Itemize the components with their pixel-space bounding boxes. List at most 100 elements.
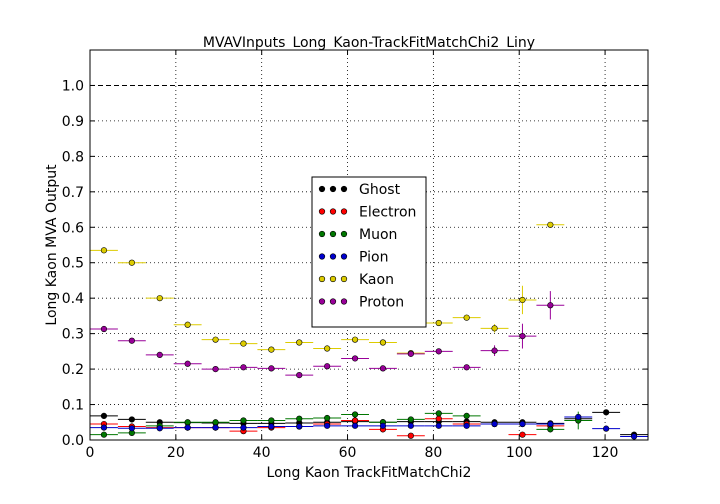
legend-label: Muon: [359, 227, 397, 243]
legend-label: Pion: [359, 250, 388, 266]
pion-point: [128, 425, 135, 432]
legend-label: Kaon: [359, 272, 394, 288]
pion-point: [156, 425, 163, 432]
legend-label: Ghost: [359, 182, 401, 198]
pion-point: [212, 424, 219, 431]
legend-marker: [340, 298, 348, 305]
proton-point: [128, 337, 135, 344]
y-tick-label: 0.1: [62, 398, 84, 414]
proton-point: [351, 355, 359, 362]
legend-marker: [318, 253, 326, 260]
muon-point: [324, 414, 331, 422]
proton-point: [463, 364, 470, 371]
plot-frame: [89, 49, 649, 441]
y-tick-label: 0.4: [62, 291, 84, 307]
proton-point: [547, 302, 554, 309]
kaon-point: [240, 340, 247, 347]
kaon-point: [128, 259, 135, 266]
y-tick-label: 0.3: [62, 327, 84, 343]
pion-point: [547, 420, 554, 428]
muon-point: [407, 416, 414, 423]
x-tick-label: 120: [592, 445, 619, 461]
kaon-point: [156, 295, 163, 302]
pion-point: [407, 422, 414, 429]
pion-point: [519, 420, 526, 428]
proton-point: [100, 325, 108, 333]
muon-point: [100, 431, 108, 438]
proton-point: [156, 351, 163, 359]
proton-point: [212, 365, 219, 373]
muon-point: [184, 419, 191, 426]
y-tick-label: 0.7: [62, 185, 84, 201]
legend-marker: [329, 208, 337, 215]
electron-point: [351, 417, 359, 424]
proton-point: [296, 372, 303, 379]
legend-marker: [318, 275, 326, 283]
pion-point: [100, 424, 108, 431]
muon-point: [240, 417, 247, 424]
legend: Ghost Electron Muon Pion Kaon Proton: [311, 176, 427, 328]
x-tick-label: 0: [86, 445, 95, 461]
pion-point: [351, 422, 359, 429]
legend-marker: [318, 230, 326, 238]
proton-point: [407, 350, 414, 357]
proton-point: [379, 365, 387, 372]
legend-marker: [318, 208, 326, 215]
y-tick-label: 0.6: [62, 220, 84, 236]
muon-point: [435, 410, 442, 417]
muon-point: [212, 419, 219, 426]
x-axis-title: Long Kaon TrackFitMatchChi2: [267, 465, 472, 481]
y-tick-label: 1.0: [62, 78, 84, 94]
y-tick-label: 0.8: [62, 149, 84, 165]
electron-point: [435, 415, 442, 422]
kaon-point: [519, 296, 526, 304]
chart-title: MVAVInputs_Long_Kaon-TrackFitMatchChi2_L…: [203, 35, 535, 51]
electron-point: [407, 432, 414, 439]
x-tick-label: 60: [339, 445, 357, 461]
legend-marker: [329, 275, 337, 283]
kaon-point: [268, 346, 275, 353]
kaon-point: [435, 319, 442, 327]
kaon-point: [324, 345, 331, 352]
kaon-point: [351, 336, 359, 343]
legend-marker: [329, 230, 337, 238]
muon-point: [463, 412, 470, 419]
y-tick-label: 0.0: [62, 433, 84, 449]
pion-point: [435, 422, 442, 429]
y-tick-label: 0.2: [62, 362, 84, 378]
legend-marker: [340, 253, 348, 260]
x-tick-label: 80: [424, 445, 442, 461]
pion-point: [324, 422, 331, 429]
kaon-point: [212, 336, 219, 343]
pion-point: [575, 413, 582, 421]
series-proton: [90, 291, 565, 379]
y-tick-label: 0.5: [62, 256, 84, 272]
legend-label: Proton: [359, 295, 404, 311]
series-kaon: [90, 221, 565, 357]
muon-point: [351, 411, 359, 418]
proton-point: [519, 333, 526, 340]
kaon-point: [100, 247, 108, 254]
ghost-point: [603, 409, 610, 416]
kaon-point: [296, 339, 303, 346]
kaon-point: [184, 321, 191, 328]
y-tick-label: 0.9: [62, 114, 84, 130]
proton-point: [268, 365, 275, 372]
pion-point: [240, 424, 247, 431]
proton-point: [324, 363, 331, 370]
series-group: [90, 221, 648, 440]
legend-marker: [340, 208, 348, 215]
legend-marker: [318, 298, 326, 305]
proton-point: [184, 360, 191, 367]
legend-marker: [329, 253, 337, 260]
legend-marker: [340, 230, 348, 238]
pion-point: [491, 420, 498, 428]
kaon-point: [463, 314, 470, 321]
y-axis-title: Long Kaon MVA Output: [44, 164, 60, 326]
x-tick-label: 40: [253, 445, 271, 461]
pion-point: [184, 424, 191, 431]
x-tick-label: 100: [506, 445, 533, 461]
legend-marker: [329, 298, 337, 305]
pion-point: [630, 433, 638, 440]
pion-point: [603, 425, 610, 432]
